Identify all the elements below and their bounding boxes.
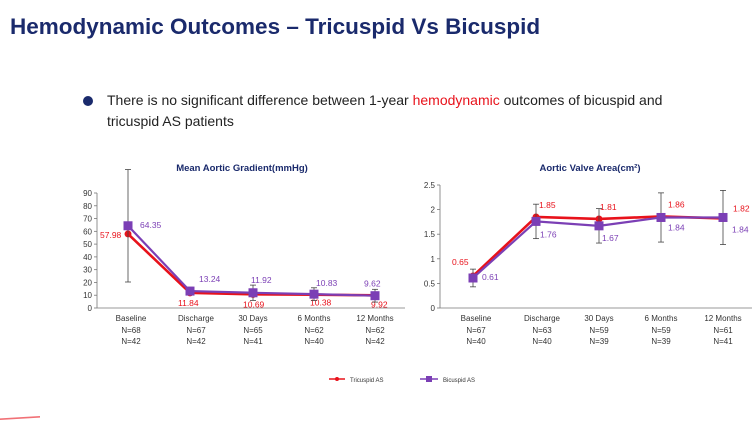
x-tick-label: Discharge <box>178 314 215 323</box>
n-tricuspid-label: N=68 <box>121 326 141 335</box>
tricuspid-data-label: 1.81 <box>600 202 617 212</box>
bicuspid-data-label: 13.24 <box>199 274 221 284</box>
n-bicuspid-label: N=42 <box>365 337 385 346</box>
n-bicuspid-label: N=42 <box>121 337 141 346</box>
bullet-point: There is no significant difference betwe… <box>83 90 683 132</box>
y-tick-label: 2.5 <box>424 181 436 190</box>
x-tick-label: Baseline <box>116 314 147 323</box>
tricuspid-data-label: 1.85 <box>539 200 556 210</box>
y-tick-label: 0 <box>88 304 93 313</box>
bicuspid-point <box>531 216 541 226</box>
y-tick-label: 40 <box>83 253 92 262</box>
n-bicuspid-label: N=39 <box>651 337 671 346</box>
y-tick-label: 10 <box>83 291 92 300</box>
x-tick-label: 30 Days <box>584 314 613 323</box>
n-tricuspid-label: N=65 <box>243 326 263 335</box>
legend-bicuspid-label: Bicuspid AS <box>443 378 475 384</box>
legend-bicuspid-marker <box>426 376 432 382</box>
n-tricuspid-label: N=59 <box>589 326 609 335</box>
bicuspid-data-label: 64.35 <box>140 220 162 230</box>
n-bicuspid-label: N=40 <box>304 337 324 346</box>
bicuspid-point <box>718 212 728 222</box>
y-tick-label: 90 <box>83 189 92 198</box>
tricuspid-data-label: 9.92 <box>371 299 388 309</box>
n-bicuspid-label: N=39 <box>589 337 609 346</box>
bicuspid-point <box>248 288 258 298</box>
bicuspid-point <box>468 273 478 283</box>
tricuspid-data-label: 1.82 <box>733 203 750 213</box>
legend-tricuspid-marker <box>335 377 339 381</box>
y-tick-label: 50 <box>83 240 92 249</box>
n-tricuspid-label: N=62 <box>365 326 385 335</box>
n-tricuspid-label: N=63 <box>532 326 552 335</box>
y-tick-label: 60 <box>83 227 92 236</box>
chart-title: Mean Aortic Gradient(mmHg) <box>176 163 308 174</box>
y-tick-label: 20 <box>83 278 92 287</box>
bicuspid-data-label: 1.84 <box>732 224 749 234</box>
bicuspid-point <box>185 286 195 296</box>
bullet-highlight: hemodynamic <box>412 92 500 108</box>
tricuspid-data-label: 10.38 <box>310 298 332 308</box>
n-tricuspid-label: N=59 <box>651 326 671 335</box>
bicuspid-data-label: 11.92 <box>251 275 272 285</box>
y-tick-label: 0 <box>431 304 436 313</box>
n-bicuspid-label: N=40 <box>466 337 486 346</box>
x-tick-label: Baseline <box>461 314 492 323</box>
x-tick-label: 12 Months <box>704 314 741 323</box>
tricuspid-data-label: 10.69 <box>243 299 265 309</box>
tricuspid-data-label: 11.84 <box>178 298 199 308</box>
n-tricuspid-label: N=67 <box>466 326 486 335</box>
y-tick-label: 30 <box>83 266 92 275</box>
x-tick-label: 6 Months <box>645 314 678 323</box>
y-tick-label: 2 <box>431 206 436 215</box>
bullet-dot-icon <box>83 96 93 106</box>
y-tick-label: 1 <box>431 255 436 264</box>
x-tick-label: 30 Days <box>238 314 267 323</box>
bicuspid-data-label: 1.76 <box>540 229 557 239</box>
x-tick-label: 12 Months <box>356 314 393 323</box>
bicuspid-point <box>656 212 666 222</box>
y-tick-label: 1.5 <box>424 230 436 239</box>
bicuspid-data-label: 1.67 <box>602 233 619 243</box>
bicuspid-data-label: 0.61 <box>482 272 499 282</box>
n-bicuspid-label: N=40 <box>532 337 552 346</box>
legend-tricuspid-label: Tricuspid AS <box>350 378 383 384</box>
corner-accent <box>0 416 40 420</box>
bicuspid-point <box>594 221 604 231</box>
bicuspid-data-label: 9.62 <box>364 279 381 289</box>
bullet-text-before: There is no significant difference betwe… <box>107 92 413 108</box>
bullet-text: There is no significant difference betwe… <box>107 90 683 132</box>
bicuspid-point <box>370 291 380 301</box>
tricuspid-data-label: 57.98 <box>100 230 122 240</box>
n-tricuspid-label: N=67 <box>186 326 206 335</box>
n-bicuspid-label: N=41 <box>713 337 733 346</box>
chart-title: Aortic Valve Area(cm²) <box>539 163 640 174</box>
bullet-text-after: outcomes of bicuspid and tricuspid AS pa… <box>107 92 663 129</box>
x-tick-label: Discharge <box>524 314 561 323</box>
bicuspid-point <box>309 289 319 299</box>
tricuspid-data-label: 0.65 <box>452 257 469 267</box>
n-tricuspid-label: N=62 <box>304 326 324 335</box>
y-tick-label: 0.5 <box>424 279 436 288</box>
n-bicuspid-label: N=42 <box>186 337 206 346</box>
bicuspid-data-label: 10.83 <box>316 278 338 288</box>
y-tick-label: 80 <box>83 202 92 211</box>
n-tricuspid-label: N=61 <box>713 326 733 335</box>
x-tick-label: 6 Months <box>298 314 331 323</box>
bicuspid-data-label: 1.84 <box>668 222 685 232</box>
n-bicuspid-label: N=41 <box>243 337 263 346</box>
bicuspid-point <box>123 221 133 231</box>
y-tick-label: 70 <box>83 215 92 224</box>
page-title: Hemodynamic Outcomes – Tricuspid Vs Bicu… <box>10 14 541 39</box>
tricuspid-data-label: 1.86 <box>668 199 685 209</box>
